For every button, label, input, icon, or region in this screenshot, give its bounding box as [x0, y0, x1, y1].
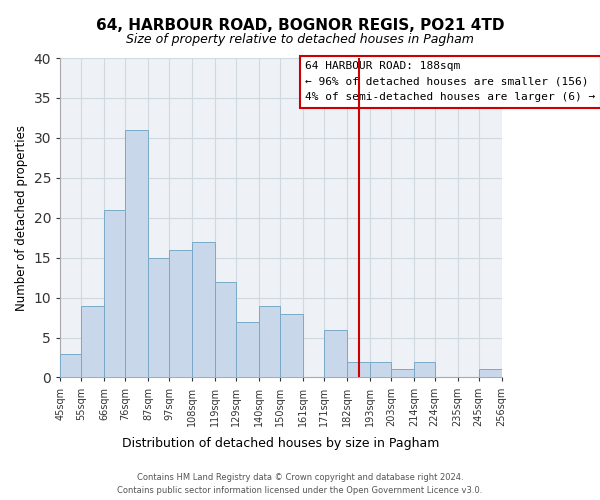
Bar	[60, 354, 81, 378]
Bar	[259, 306, 280, 378]
Text: Contains HM Land Registry data © Crown copyright and database right 2024.
Contai: Contains HM Land Registry data © Crown c…	[118, 473, 482, 495]
Bar	[391, 370, 414, 378]
Y-axis label: Number of detached properties: Number of detached properties	[15, 124, 28, 310]
Bar	[104, 210, 125, 378]
X-axis label: Distribution of detached houses by size in Pagham: Distribution of detached houses by size …	[122, 437, 440, 450]
Bar	[236, 322, 259, 378]
Bar	[169, 250, 192, 378]
Bar	[81, 306, 104, 378]
Bar	[215, 282, 236, 378]
Bar	[192, 242, 215, 378]
Bar	[479, 370, 502, 378]
Bar	[347, 362, 370, 378]
Text: 64 HARBOUR ROAD: 188sqm
← 96% of detached houses are smaller (156)
4% of semi-de: 64 HARBOUR ROAD: 188sqm ← 96% of detache…	[305, 61, 595, 102]
Bar	[125, 130, 148, 378]
Bar	[370, 362, 391, 378]
Bar	[324, 330, 347, 378]
Bar	[280, 314, 303, 378]
Text: Size of property relative to detached houses in Pagham: Size of property relative to detached ho…	[126, 32, 474, 46]
Bar	[148, 258, 169, 378]
Bar	[414, 362, 435, 378]
Text: 64, HARBOUR ROAD, BOGNOR REGIS, PO21 4TD: 64, HARBOUR ROAD, BOGNOR REGIS, PO21 4TD	[96, 18, 504, 32]
